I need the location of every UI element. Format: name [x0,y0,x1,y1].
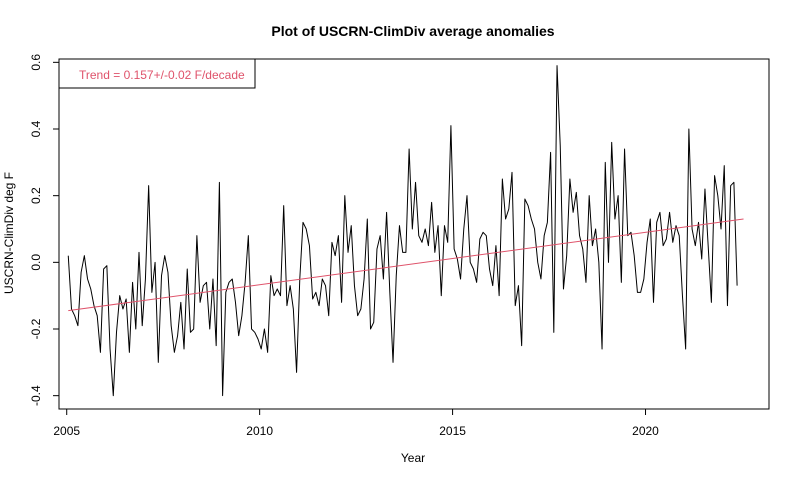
series-layer [67,65,744,397]
y-tick-label: 0.4 [29,120,43,137]
y-axis-label: USCRN-ClimDiv deg F [2,172,16,294]
x-axis: 2005 2010 2015 2020 [53,409,659,438]
y-tick-label: 0.0 [29,254,43,271]
x-tick-label: 2015 [439,424,466,438]
x-axis-label: Year [401,451,425,465]
trend-line [68,218,744,312]
y-tick-label: -0.4 [29,385,43,406]
y-tick-label: -0.2 [29,318,43,339]
x-tick-label: 2010 [246,424,273,438]
plot-frame [58,58,770,410]
x-tick-label: 2005 [53,424,80,438]
chart-title: Plot of USCRN-ClimDiv average anomalies [271,23,554,39]
anomaly-line [67,65,738,397]
legend-text: Trend = 0.157+/-0.02 F/decade [79,68,245,82]
y-axis: -0.4 -0.2 0.0 0.2 0.4 0.6 [29,54,59,406]
legend: Trend = 0.157+/-0.02 F/decade [58,58,256,89]
y-tick-label: 0.6 [29,54,43,71]
x-tick-label: 2020 [632,424,659,438]
legend-box [58,58,256,89]
y-tick-label: 0.2 [29,187,43,204]
